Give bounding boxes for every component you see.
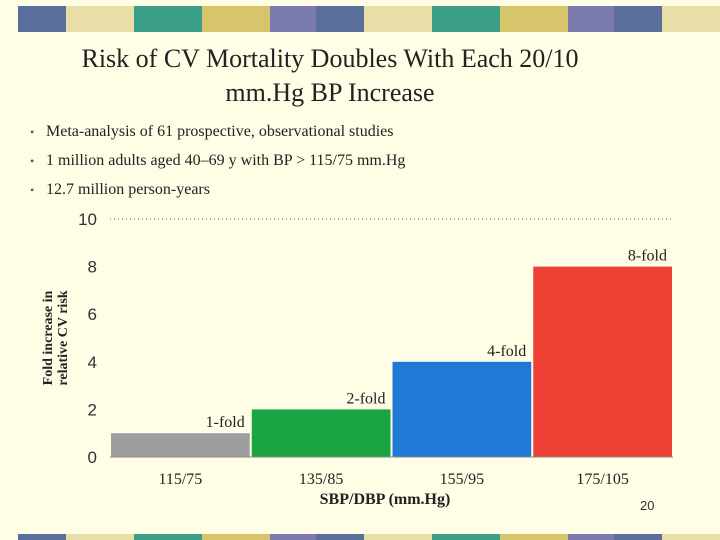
y-tick-label: 6	[88, 305, 97, 324]
x-tick-label: 155/95	[440, 471, 484, 488]
bullet-dot-icon: •	[30, 154, 35, 168]
x-tick-label: 175/105	[576, 471, 628, 488]
y-tick-label: 8	[88, 258, 97, 277]
bullet-dot-icon: •	[30, 125, 35, 139]
band-segment	[66, 6, 134, 32]
band-segment	[432, 6, 500, 32]
data-label: 4-fold	[487, 343, 526, 360]
band-segment	[18, 6, 66, 32]
y-tick-label: 0	[88, 448, 97, 467]
band-segment	[134, 534, 202, 540]
y-tick-label: 4	[88, 353, 97, 372]
bullet-dot-icon: •	[30, 183, 35, 197]
y-tick-label: 2	[88, 400, 97, 419]
data-label: 1-fold	[206, 414, 245, 431]
x-axis-title: SBP/DBP (mm.Hg)	[319, 491, 451, 508]
band-segment	[614, 6, 662, 32]
band-segment	[500, 6, 568, 32]
page-number: 20	[640, 498, 655, 513]
x-tick-label: 135/85	[299, 471, 343, 488]
band-segment	[432, 534, 500, 540]
band-segment	[614, 534, 662, 540]
x-tick-label: 115/75	[158, 471, 202, 488]
band-segment	[18, 534, 66, 540]
band-segment	[568, 6, 614, 32]
bullet-item: • 1 million adults aged 40–69 y with BP >…	[30, 149, 405, 178]
band-segment	[662, 6, 720, 32]
band-segment	[662, 534, 720, 540]
band-segment	[364, 534, 432, 540]
header-band	[0, 6, 720, 32]
bar-115/75	[111, 433, 250, 457]
band-segment	[134, 6, 202, 32]
bar-135/85	[251, 409, 391, 457]
footer-band	[0, 534, 720, 540]
data-label: 2-fold	[346, 390, 385, 407]
title-line-1: Risk of CV Mortality Doubles With Each 2…	[81, 44, 579, 73]
band-segment	[66, 534, 134, 540]
band-segment	[568, 534, 614, 540]
band-segment	[316, 6, 364, 32]
bullet-item: • 12.7 million person-years	[30, 178, 405, 207]
band-segment	[500, 534, 568, 540]
band-segment	[316, 534, 364, 540]
bar-155/95	[392, 361, 532, 457]
y-tick-label: 10	[78, 210, 97, 229]
band-segment	[202, 6, 270, 32]
bar-175/105	[533, 266, 672, 457]
band-segment	[270, 534, 316, 540]
band-segment	[202, 534, 270, 540]
data-label: 8-fold	[628, 248, 667, 265]
slide-title: Risk of CV Mortality Doubles With Each 2…	[30, 42, 630, 110]
title-line-2: mm.Hg BP Increase	[225, 78, 435, 107]
band-segment	[270, 6, 316, 32]
band-segment	[364, 6, 432, 32]
bullet-item: • Meta-analysis of 61 prospective, observ…	[30, 120, 405, 149]
bullet-list: • Meta-analysis of 61 prospective, observ…	[30, 120, 405, 207]
